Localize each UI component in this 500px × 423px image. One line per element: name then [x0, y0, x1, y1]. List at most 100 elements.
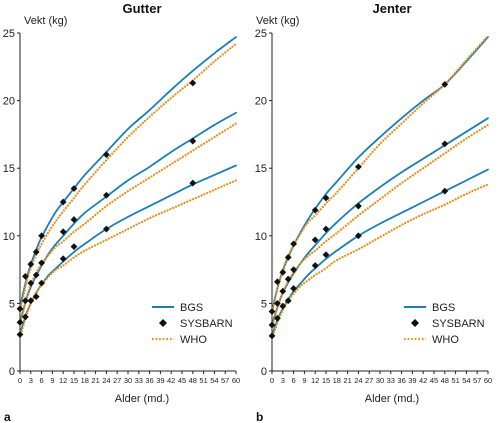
legend-sysbarn-label: SYSBARN: [180, 318, 233, 330]
x-tick-label: 9: [50, 376, 54, 385]
x-tick-label: 42: [167, 376, 175, 385]
x-tick-label: 21: [91, 376, 99, 385]
sysbarn-data-point: [284, 254, 292, 261]
legend: BGS SYSBARN WHO: [152, 302, 233, 346]
sysbarn-data-point: [103, 225, 110, 233]
sysbarn-data-point: [441, 140, 449, 148]
sysbarn-data-point: [284, 275, 292, 283]
legend-sysbarn-swatch: [159, 319, 167, 327]
x-tick-label: 12: [59, 376, 67, 385]
y-axis-label: Vekt (kg): [24, 15, 67, 27]
x-tick-label: 33: [135, 376, 143, 385]
sysbarn-data-point: [38, 259, 45, 267]
x-tick-label: 30: [124, 376, 132, 385]
sysbarn-data-point: [70, 185, 78, 192]
markers: [268, 80, 449, 340]
sysbarn-data-point: [441, 80, 449, 88]
x-tick-label: 51: [199, 376, 207, 385]
who-curve-lower: [18, 179, 238, 339]
bgs-curve-upper: [271, 36, 489, 313]
who-curve-upper: [270, 34, 490, 316]
sysbarn-data-point: [16, 305, 24, 313]
x-tick-label: 27: [365, 376, 373, 385]
x-tick-label: 51: [451, 376, 459, 385]
x-tick-label: 6: [40, 376, 44, 385]
x-tick-label: 48: [441, 376, 449, 385]
chart-panel-boys: Gutter Vekt (kg) Alder (md.) a 051015202…: [3, 1, 240, 423]
curves: [270, 34, 490, 340]
sysbarn-data-point: [279, 287, 287, 295]
y-tick-label: 20: [3, 96, 15, 108]
bgs-curve-lower: [271, 168, 489, 337]
sysbarn-data-point: [355, 202, 362, 210]
sysbarn-data-point: [274, 300, 281, 307]
sysbarn-data-point: [27, 297, 35, 305]
legend-who-label: WHO: [180, 334, 207, 346]
y-tick-label: 25: [255, 28, 267, 40]
x-tick-label: 12: [311, 376, 319, 385]
legend: BGS SYSBARN WHO: [404, 302, 485, 346]
x-axis-label: Alder (md.): [365, 393, 419, 405]
x-tick-label: 57: [473, 376, 481, 385]
sysbarn-data-point: [322, 194, 330, 202]
panel-letter: a: [4, 410, 11, 423]
legend-sysbarn-swatch: [411, 319, 419, 327]
x-tick-label: 27: [113, 376, 121, 385]
sysbarn-data-point: [279, 302, 287, 310]
y-tick-label: 10: [255, 231, 267, 243]
x-tick-label: 36: [145, 376, 153, 385]
x-tick-label: 6: [292, 376, 296, 385]
x-tick-label: 57: [221, 376, 229, 385]
sysbarn-data-point: [27, 279, 35, 287]
sysbarn-data-point: [268, 321, 276, 329]
sysbarn-data-point: [189, 179, 197, 187]
chart-panel-girls: Jenter Vekt (kg) Alder (md.) b 051015202…: [255, 1, 492, 423]
sysbarn-data-point: [22, 313, 29, 321]
y-tick-label: 0: [9, 366, 15, 378]
x-tick-label: 3: [281, 376, 285, 385]
chart-title: Jenter: [372, 1, 411, 16]
y-tick-label: 15: [255, 163, 267, 175]
sysbarn-data-point: [32, 293, 40, 301]
x-tick-label: 60: [232, 376, 240, 385]
x-tick-label: 15: [70, 376, 78, 385]
sysbarn-data-point: [16, 318, 24, 326]
sysbarn-data-point: [22, 272, 29, 280]
sysbarn-data-point: [59, 198, 67, 206]
y-tick-label: 25: [3, 28, 15, 40]
x-tick-label: 42: [419, 376, 427, 385]
sysbarn-data-point: [27, 260, 35, 268]
sysbarn-data-point: [274, 314, 281, 322]
sysbarn-data-point: [70, 216, 78, 223]
x-tick-label: 39: [408, 376, 416, 385]
sysbarn-data-point: [290, 240, 297, 248]
sysbarn-data-point: [268, 308, 276, 315]
bgs-curve-upper: [19, 36, 237, 309]
sysbarn-data-point: [32, 248, 40, 256]
x-tick-label: 0: [18, 376, 22, 385]
x-tick-label: 3: [29, 376, 33, 385]
sysbarn-data-point: [355, 232, 362, 240]
y-tick-label: 10: [3, 231, 15, 243]
x-tick-label: 45: [430, 376, 438, 385]
x-tick-label: 24: [102, 376, 110, 385]
sysbarn-data-point: [290, 266, 297, 273]
sysbarn-data-point: [70, 243, 78, 251]
x-tick-label: 18: [333, 376, 341, 385]
legend-sysbarn-label: SYSBARN: [432, 318, 485, 330]
x-tick-label: 36: [397, 376, 405, 385]
x-tick-label: 21: [343, 376, 351, 385]
sysbarn-data-point: [103, 191, 110, 199]
x-tick-label: 39: [156, 376, 164, 385]
y-tick-label: 15: [3, 163, 15, 175]
x-tick-label: 48: [189, 376, 197, 385]
y-tick-label: 5: [261, 298, 267, 310]
sysbarn-data-point: [38, 232, 45, 240]
x-tick-label: 45: [178, 376, 186, 385]
chart-title: Gutter: [123, 1, 162, 16]
legend-bgs-label: BGS: [432, 302, 455, 314]
who-curve-upper: [18, 42, 238, 313]
y-tick-label: 0: [261, 366, 267, 378]
